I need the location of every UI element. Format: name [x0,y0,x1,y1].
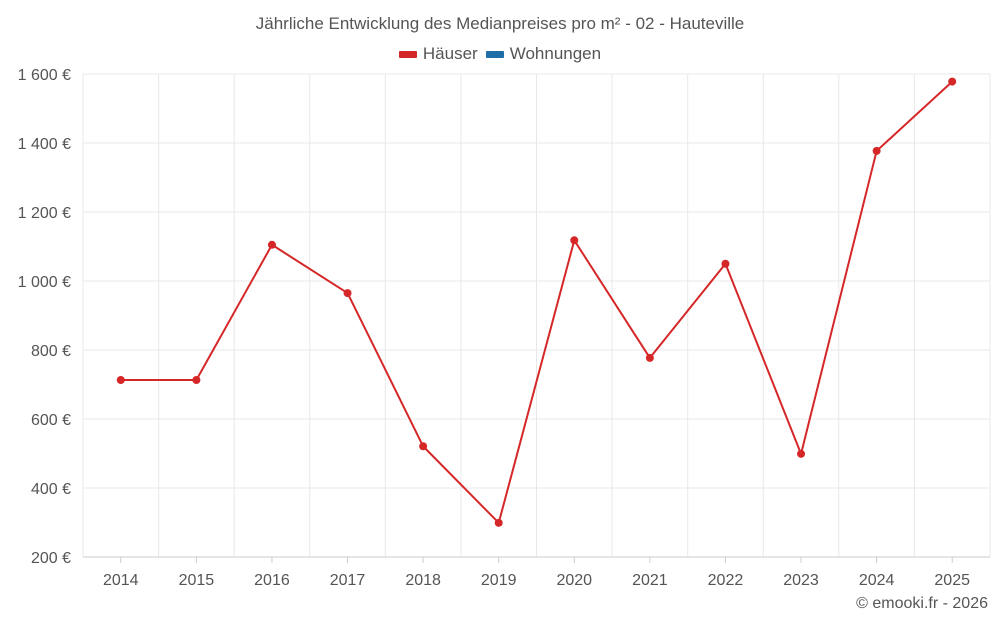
y-tick-label: 1 400 € [18,136,71,153]
data-point [570,236,579,245]
y-tick-label: 1 000 € [18,274,71,291]
data-point [116,376,125,385]
data-point [419,442,428,451]
x-tick-label: 2025 [934,572,970,589]
y-tick-label: 400 € [31,481,71,498]
data-point [267,240,276,249]
x-tick-label: 2019 [481,572,517,589]
copyright-credit: © emooki.fr - 2026 [856,595,988,612]
legend-item-haeuser[interactable]: Häuser [398,44,478,64]
data-point [797,449,806,458]
data-point [192,376,201,385]
legend-label-haeuser: Häuser [422,44,478,63]
x-tick-label: 2022 [708,572,744,589]
y-tick-label: 1 600 € [18,67,71,84]
chart-title: Jährliche Entwicklung des Medianpreises … [255,14,745,33]
x-tick-label: 2020 [556,572,592,589]
data-point [645,353,654,362]
data-point [721,259,730,268]
x-tick-label: 2023 [783,572,819,589]
x-tick-label: 2014 [103,572,139,589]
y-tick-label: 600 € [31,412,71,429]
y-tick-label: 800 € [31,343,71,360]
y-tick-label: 200 € [31,550,71,567]
data-point [948,77,957,86]
legend-swatch-haeuser [398,50,417,58]
data-point [343,289,352,298]
y-tick-label: 1 200 € [18,205,71,222]
x-tick-label: 2018 [405,572,441,589]
data-point [872,146,881,155]
x-tick-label: 2015 [179,572,215,589]
legend: Häuser Wohnungen [0,44,1000,64]
x-tick-label: 2017 [330,572,366,589]
legend-label-wohnungen: Wohnungen [509,44,602,63]
data-point [494,518,503,527]
x-tick-label: 2016 [254,572,290,589]
legend-swatch-wohnungen [485,50,504,58]
series-line-0 [120,80,953,524]
x-tick-label: 2021 [632,572,668,589]
legend-item-wohnungen[interactable]: Wohnungen [485,44,602,64]
x-tick-label: 2024 [859,572,895,589]
